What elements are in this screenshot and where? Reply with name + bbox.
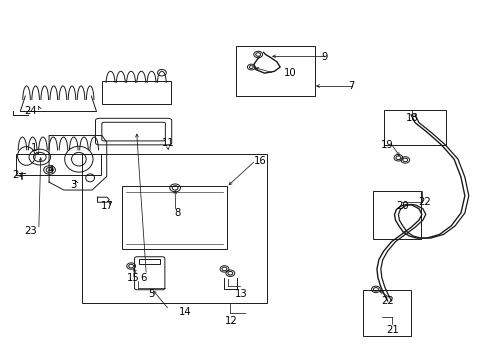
Bar (82, 154, 267, 303)
Bar (384, 110, 446, 145)
Text: 11: 11 (161, 139, 174, 148)
Text: 2: 2 (12, 170, 19, 180)
Text: 17: 17 (101, 201, 114, 211)
Text: 8: 8 (174, 208, 181, 218)
Bar (102, 81, 171, 104)
Text: 23: 23 (24, 226, 37, 236)
Bar (122, 186, 227, 249)
Text: 6: 6 (140, 273, 147, 283)
Text: 4: 4 (48, 165, 54, 175)
Bar (363, 290, 411, 336)
Text: 19: 19 (381, 140, 394, 150)
Bar (140, 258, 160, 264)
Text: 16: 16 (254, 156, 267, 166)
Text: 3: 3 (70, 180, 76, 190)
Text: 7: 7 (348, 81, 355, 91)
Text: 5: 5 (148, 289, 154, 299)
Text: 15: 15 (127, 273, 140, 283)
Bar (236, 45, 316, 96)
Text: 9: 9 (321, 52, 327, 62)
Text: 20: 20 (396, 201, 409, 211)
Text: 13: 13 (235, 289, 247, 299)
Text: 12: 12 (225, 316, 238, 325)
Text: 14: 14 (179, 307, 192, 317)
Bar (373, 192, 421, 239)
Text: 21: 21 (386, 325, 399, 335)
Text: 22: 22 (381, 296, 394, 306)
Bar (16, 154, 101, 175)
Text: 22: 22 (418, 197, 431, 207)
Text: 10: 10 (284, 68, 296, 78)
Text: 1: 1 (31, 143, 37, 153)
Text: 18: 18 (406, 113, 418, 123)
Text: 24: 24 (24, 106, 37, 116)
